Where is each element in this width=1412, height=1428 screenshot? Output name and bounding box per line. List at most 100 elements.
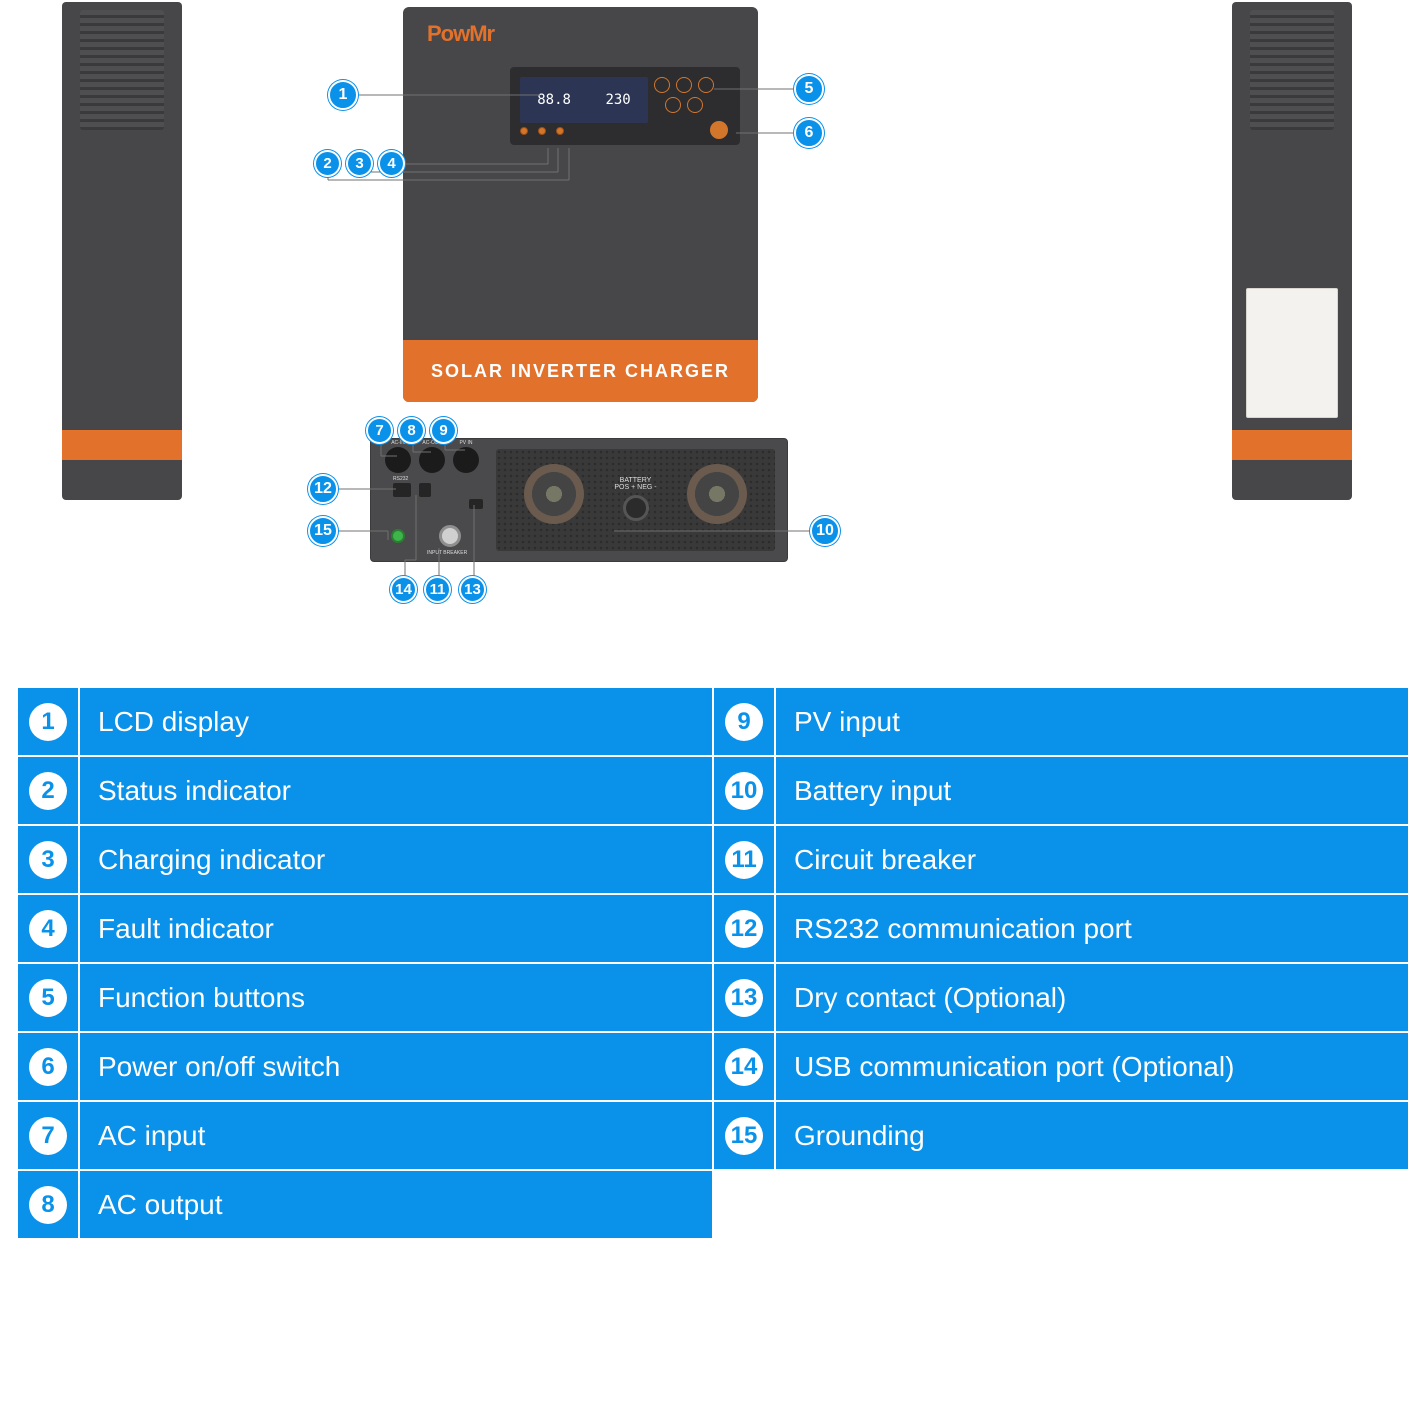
legend-number-cell: 15 — [714, 1102, 774, 1169]
legend-number-badge: 15 — [725, 1117, 763, 1155]
legend-label-cell: RS232 communication port — [776, 895, 1408, 962]
orange-accent-strip — [62, 430, 182, 460]
control-panel: 88.8 230 — [510, 67, 740, 145]
legend-row: 2 Status indicator — [18, 757, 712, 824]
lcd-value: 88.8 — [537, 92, 571, 108]
legend-number-cell: 10 — [714, 757, 774, 824]
callout-badge-4: 4 — [378, 150, 405, 177]
function-button-icon — [676, 77, 692, 93]
breaker-label: INPUT BREAKER — [427, 550, 467, 556]
legend-number-cell: 6 — [18, 1033, 78, 1100]
legend-number-badge: 10 — [725, 772, 763, 810]
orange-accent-strip — [1232, 430, 1352, 460]
legend-number-cell: 7 — [18, 1102, 78, 1169]
legend-label-cell: LCD display — [80, 688, 712, 755]
legend-number-badge: 5 — [29, 979, 67, 1017]
brand-logo: PowMr — [427, 21, 494, 47]
callout-badge-8: 8 — [398, 417, 425, 444]
legend-label-cell: AC output — [80, 1171, 712, 1238]
legend-label-cell: Status indicator — [80, 757, 712, 824]
callout-badge-12: 12 — [308, 474, 338, 504]
legend-row: 10 Battery input — [714, 757, 1408, 824]
legend-number-badge: 11 — [725, 841, 763, 879]
legend-label-cell: Fault indicator — [80, 895, 712, 962]
legend-label-cell: Circuit breaker — [776, 826, 1408, 893]
callout-badge-2: 2 — [314, 150, 341, 177]
legend-label-cell: AC input — [80, 1102, 712, 1169]
legend-number-badge: 2 — [29, 772, 67, 810]
legend-row: 3 Charging indicator — [18, 826, 712, 893]
legend-row: 11 Circuit breaker — [714, 826, 1408, 893]
function-button-icon — [698, 77, 714, 93]
legend-number-badge: 3 — [29, 841, 67, 879]
vent-grille — [80, 10, 164, 130]
legend-label-cell: USB communication port (Optional) — [776, 1033, 1408, 1100]
legend-row: 14 USB communication port (Optional) — [714, 1033, 1408, 1100]
spec-sticker — [1246, 288, 1338, 418]
legend-label-cell: Battery input — [776, 757, 1408, 824]
product-label-text: SOLAR INVERTER CHARGER — [431, 361, 730, 382]
legend-number-cell — [714, 1171, 774, 1238]
vent-grille — [1250, 10, 1334, 130]
product-callout-diagram: PowMr 88.8 230 SOLAR INVERTER CHARGER AC… — [0, 0, 1412, 650]
callout-badge-5: 5 — [794, 74, 824, 104]
fan-icon — [687, 464, 747, 524]
side-panel-right — [1232, 2, 1352, 500]
legend-number-cell: 11 — [714, 826, 774, 893]
legend-table: 1LCD display9PV input2Status indicator10… — [18, 660, 1408, 1238]
callout-badge-11: 11 — [424, 576, 451, 603]
legend-label-cell: Function buttons — [80, 964, 712, 1031]
circuit-breaker-icon — [439, 525, 461, 547]
battery-terminal-icon — [623, 495, 649, 521]
legend-number-cell: 8 — [18, 1171, 78, 1238]
legend-label-cell: PV input — [776, 688, 1408, 755]
dry-contact-port-icon — [469, 499, 483, 509]
legend-number-cell: 9 — [714, 688, 774, 755]
legend-row: 8 AC output — [18, 1171, 712, 1238]
legend-number-cell: 3 — [18, 826, 78, 893]
lcd-value: 230 — [605, 92, 630, 108]
legend-number-badge: 12 — [725, 910, 763, 948]
rs232-label: RS232 — [393, 476, 408, 482]
battery-label: BATTERY POS + NEG - — [614, 477, 656, 491]
legend-number-badge: 1 — [29, 703, 67, 741]
ac-out-connector-icon: AC-OUT — [419, 447, 445, 473]
legend-number-badge: 7 — [29, 1117, 67, 1155]
legend-number-badge: 6 — [29, 1048, 67, 1086]
legend-row — [714, 1171, 1408, 1238]
inverter-front-view: PowMr 88.8 230 SOLAR INVERTER CHARGER — [403, 7, 758, 402]
legend-row: 4 Fault indicator — [18, 895, 712, 962]
legend-number-badge: 9 — [725, 703, 763, 741]
legend-number-cell: 2 — [18, 757, 78, 824]
legend-number-cell: 14 — [714, 1033, 774, 1100]
function-button-icon — [687, 97, 703, 113]
callout-badge-13: 13 — [459, 576, 486, 603]
legend-number-cell: 13 — [714, 964, 774, 1031]
legend-number-cell: 5 — [18, 964, 78, 1031]
legend-label-cell: Charging indicator — [80, 826, 712, 893]
usb-port-icon — [419, 483, 431, 497]
connector-row: AC-IN AC-OUT PV IN — [385, 447, 479, 473]
callout-badge-6: 6 — [794, 118, 824, 148]
legend-number-badge: 4 — [29, 910, 67, 948]
fault-led-icon — [556, 127, 564, 135]
lcd-screen: 88.8 230 — [520, 77, 648, 123]
legend-row: 7 AC input — [18, 1102, 712, 1169]
legend-number-badge: 8 — [29, 1186, 67, 1224]
legend-row: 13Dry contact (Optional) — [714, 964, 1408, 1031]
callout-badge-9: 9 — [430, 417, 457, 444]
legend-label-cell — [776, 1171, 1408, 1238]
legend-number-badge: 14 — [725, 1048, 763, 1086]
legend-number-cell: 4 — [18, 895, 78, 962]
inverter-bottom-view: AC-IN AC-OUT PV IN RS232 INPUT BREAKER B… — [370, 438, 788, 562]
callout-badge-1: 1 — [328, 80, 358, 110]
fan-icon — [524, 464, 584, 524]
callout-badge-3: 3 — [346, 150, 373, 177]
function-button-icon — [654, 77, 670, 93]
callout-badge-14: 14 — [390, 576, 417, 603]
legend-label-cell: Power on/off switch — [80, 1033, 712, 1100]
function-button-icon — [665, 97, 681, 113]
status-led-icon — [520, 127, 528, 135]
legend-label-cell: Dry contact (Optional) — [776, 964, 1408, 1031]
callout-badge-7: 7 — [366, 417, 393, 444]
